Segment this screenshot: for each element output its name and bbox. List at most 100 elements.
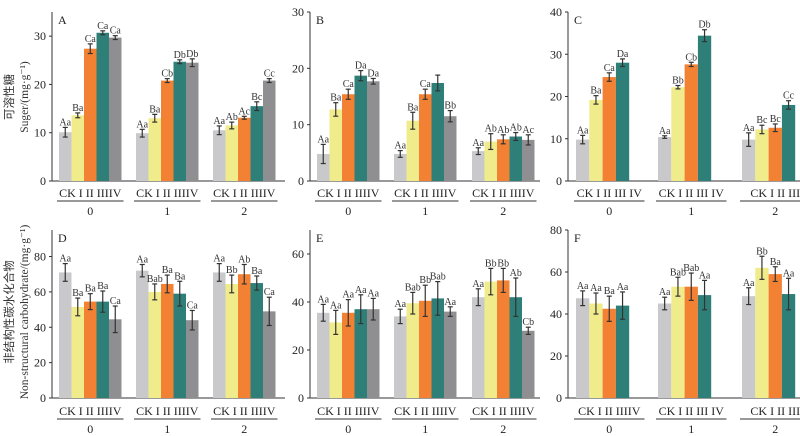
y-tick-label: 60 xyxy=(550,265,562,279)
panel-letter: C xyxy=(574,13,582,27)
bar-ck xyxy=(317,153,330,181)
significance-label: Bb xyxy=(672,76,684,87)
significance-label: Cb xyxy=(161,69,173,80)
significance-label: Ac xyxy=(238,106,250,117)
significance-label: Aa xyxy=(743,278,755,289)
group-label: 0 xyxy=(345,422,351,436)
y-axis-title-en: Non-structural carbohydrate/(mg·g⁻¹) xyxy=(19,225,31,400)
group-label: 1 xyxy=(422,422,428,436)
significance-label: Cc xyxy=(264,69,276,80)
bar-i xyxy=(148,118,161,181)
y-tick-label: 0 xyxy=(40,174,46,188)
y-tick-label: 20 xyxy=(34,77,46,91)
significance-label: Ba xyxy=(174,271,186,282)
bar-ii xyxy=(238,117,251,181)
panel-letter: D xyxy=(58,231,67,245)
y-tick-label: 10 xyxy=(34,126,46,140)
bar-ii xyxy=(84,48,97,181)
treatment-tick-labels: CK I II IIIIV xyxy=(472,186,535,200)
significance-label: Ba xyxy=(407,102,419,113)
group-label: 2 xyxy=(772,422,778,436)
group-label: 2 xyxy=(500,204,506,218)
group-label: 0 xyxy=(87,422,93,436)
significance-label: Bb xyxy=(485,258,497,269)
bar-iii xyxy=(697,295,712,398)
group-label: 1 xyxy=(688,422,694,436)
y-tick-label: 30 xyxy=(550,47,562,61)
significance-label: Ca xyxy=(85,34,97,45)
bar-iv xyxy=(367,309,380,398)
y-tick-label: 0 xyxy=(298,174,304,188)
significance-label: Ca xyxy=(110,296,122,307)
group-label: 2 xyxy=(500,422,506,436)
bar-ck xyxy=(742,296,756,398)
significance-label: Ca xyxy=(187,300,199,311)
significance-label: Aa xyxy=(472,138,484,149)
treatment-tick-labels: CK I II III IV xyxy=(577,186,643,200)
bar-ii xyxy=(684,64,698,181)
bar-ii xyxy=(161,283,174,398)
significance-label: Ba xyxy=(251,266,263,277)
significance-label: Aa xyxy=(590,283,602,294)
bar-ii xyxy=(419,300,432,398)
y-tick-label: 40 xyxy=(550,307,562,321)
significance-label: Ba xyxy=(72,103,84,114)
significance-label: Aa xyxy=(213,116,225,127)
significance-label: Da xyxy=(367,68,379,79)
group-label: 1 xyxy=(164,422,170,436)
significance-label: Aa xyxy=(317,134,329,145)
bar-ii xyxy=(342,94,355,181)
y-tick-label: 80 xyxy=(34,250,46,264)
y-tick-label: 20 xyxy=(550,90,562,104)
significance-label: Cc xyxy=(783,91,795,102)
significance-label: Ba xyxy=(85,284,97,295)
bar-iii xyxy=(96,32,109,182)
treatment-tick-labels: CK I II III IV xyxy=(659,404,725,418)
significance-label: Aa xyxy=(394,141,406,152)
group-label: 1 xyxy=(688,204,694,218)
y-tick-label: 20 xyxy=(34,356,46,370)
bar-ii xyxy=(419,94,432,181)
group-label: 2 xyxy=(772,204,778,218)
significance-label: Aa xyxy=(355,285,367,296)
bar-ii xyxy=(684,286,698,398)
significance-label: Aa xyxy=(617,282,629,293)
significance-label: Aa xyxy=(444,297,456,308)
bar-ck xyxy=(136,270,149,398)
bar-iv xyxy=(109,37,122,181)
treatment-tick-labels: CK I II IIIIV xyxy=(394,186,457,200)
significance-label: Aa xyxy=(330,300,342,311)
bar-ii xyxy=(238,274,251,398)
panel-letter: F xyxy=(574,231,581,245)
bar-i xyxy=(225,283,238,398)
bar-ck xyxy=(658,303,672,398)
y-tick-label: 40 xyxy=(550,5,562,19)
bar-i xyxy=(329,322,342,398)
panel-letter: A xyxy=(58,13,67,27)
bar-iii xyxy=(509,136,522,181)
significance-label: Bb xyxy=(444,101,456,112)
significance-label: Ab xyxy=(497,125,509,136)
bar-iii xyxy=(354,75,367,181)
bar-ck xyxy=(59,272,72,398)
bar-i xyxy=(755,129,769,181)
bar-ck xyxy=(213,272,226,398)
significance-label: Aa xyxy=(342,290,354,301)
bar-i xyxy=(671,286,685,398)
significance-label: Aa xyxy=(743,123,755,134)
bar-ck xyxy=(658,137,672,181)
significance-label: Bab xyxy=(405,282,421,293)
treatment-tick-labels: CK I II IIIIV xyxy=(578,404,641,418)
treatment-tick-labels: CK I II IIIIV xyxy=(472,404,535,418)
bar-iv xyxy=(263,311,276,398)
bar-ck xyxy=(576,139,590,181)
significance-label: Aa xyxy=(577,281,589,292)
significance-label: Bab xyxy=(147,274,163,285)
bar-ii xyxy=(342,312,355,398)
significance-label: Ba xyxy=(330,93,342,104)
significance-label: Ab xyxy=(510,123,522,134)
significance-label: Ab xyxy=(485,124,497,135)
bar-ck xyxy=(213,130,226,181)
